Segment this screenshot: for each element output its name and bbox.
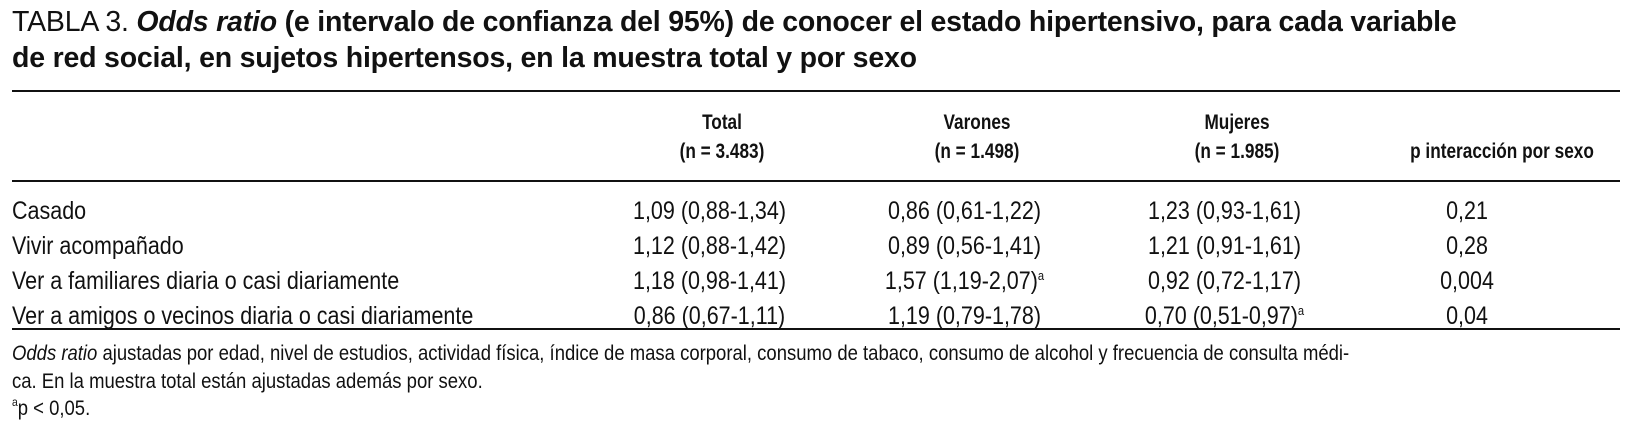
- cell-varones: 0,89 (0,56-1,41): [888, 232, 1041, 260]
- note-footnote: ap < 0,05.: [12, 395, 91, 420]
- cell-p: 0,28: [1446, 232, 1488, 260]
- table-document: TABLA 3. Odds ratio (e intervalo de conf…: [12, 4, 1620, 420]
- bottom-rule: [12, 328, 1620, 330]
- cell-mujeres: 1,23 (0,93-1,61): [1148, 197, 1301, 225]
- row-label: Ver a familiares diaria o casi diariamen…: [12, 267, 400, 295]
- row-label: Ver a amigos o vecinos diaria o casi dia…: [12, 302, 474, 330]
- title-emphasis: Odds ratio: [136, 6, 277, 38]
- superscript-mark: a: [1297, 303, 1305, 318]
- table-row: Casado 1,09 (0,88-1,34) 0,86 (0,61-1,22)…: [12, 194, 1620, 229]
- title-line1-rest: (e intervalo de confianza del 95%) de co…: [284, 6, 1457, 38]
- header-p-interaccion: p interacción por sexo: [1410, 140, 1594, 163]
- cell-total: 1,09 (0,88-1,34): [633, 197, 786, 225]
- cell-mujeres: 0,70 (0,51-0,97)a: [1144, 302, 1305, 330]
- cell-total: 1,12 (0,88-1,42): [633, 232, 786, 260]
- cell-p: 0,21: [1446, 197, 1488, 225]
- table-row: Ver a familiares diaria o casi diariamen…: [12, 264, 1620, 299]
- cell-varones: 1,57 (1,19-2,07)a: [884, 267, 1045, 295]
- table-notes: Odds ratio ajustadas por edad, nivel de …: [12, 340, 1620, 423]
- header-total: Total (n = 3.483): [679, 111, 765, 163]
- note-adjustment: Odds ratio ajustadas por edad, nivel de …: [12, 341, 1350, 365]
- row-label: Casado: [12, 197, 87, 225]
- cell-varones: 0,86 (0,61-1,22): [888, 197, 1041, 225]
- superscript-mark: a: [1037, 268, 1045, 283]
- table-number: TABLA 3.: [12, 6, 129, 38]
- table-row: Vivir acompañado 1,12 (0,88-1,42) 0,89 (…: [12, 229, 1620, 264]
- table-row: Ver a amigos o vecinos diaria o casi dia…: [12, 299, 1620, 334]
- header-mujeres: Mujeres (n = 1.985): [1194, 111, 1280, 163]
- cell-total: 0,86 (0,67-1,11): [633, 302, 786, 330]
- cell-total: 1,18 (0,98-1,41): [633, 267, 786, 295]
- table-title: TABLA 3. Odds ratio (e intervalo de conf…: [12, 4, 1620, 76]
- row-label: Vivir acompañado: [12, 232, 184, 260]
- cell-mujeres: 1,21 (0,91-1,61): [1148, 232, 1301, 260]
- top-rule: [12, 90, 1620, 92]
- cell-mujeres: 0,92 (0,72-1,17): [1148, 267, 1301, 295]
- table-header: Total (n = 3.483) Varones (n = 1.498) Mu…: [12, 108, 1620, 170]
- note-adjustment-cont: ca. En la muestra total están ajustadas …: [12, 368, 483, 393]
- table-body: Casado 1,09 (0,88-1,34) 0,86 (0,61-1,22)…: [12, 194, 1620, 334]
- header-rule: [12, 180, 1620, 182]
- cell-p: 0,004: [1440, 267, 1494, 295]
- title-line2: de red social, en sujetos hipertensos, e…: [12, 42, 917, 74]
- cell-varones: 1,19 (0,79-1,78): [888, 302, 1041, 330]
- header-varones: Varones (n = 1.498): [934, 111, 1020, 163]
- cell-p: 0,04: [1446, 302, 1488, 330]
